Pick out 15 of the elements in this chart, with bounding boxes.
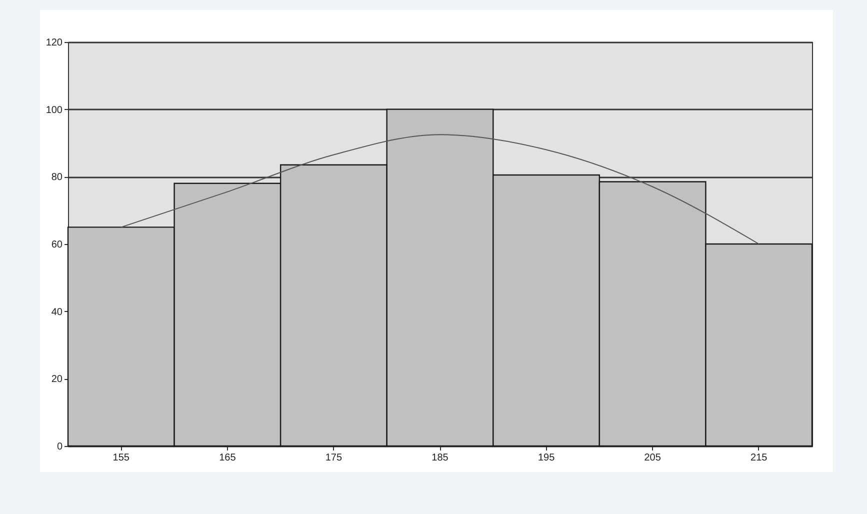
x-tick-label: 215 xyxy=(750,452,768,464)
y-tick-label: 40 xyxy=(51,306,63,318)
y-tick-label: 20 xyxy=(51,374,63,386)
y-tick-label: 0 xyxy=(56,442,63,452)
x-tick-label: 175 xyxy=(325,452,342,464)
x-tick-label: 155 xyxy=(112,452,130,464)
y-tick-label: 100 xyxy=(46,104,63,116)
y-tick-label: 60 xyxy=(51,240,63,250)
x-tick-label: 165 xyxy=(219,452,236,464)
y-tick-label: 120 xyxy=(46,38,63,48)
x-tick-label: 185 xyxy=(432,452,449,464)
y-tick-label: 80 xyxy=(51,172,63,184)
x-tick-label: 205 xyxy=(644,452,662,464)
line-series xyxy=(120,134,760,244)
x-tick-label: 195 xyxy=(538,452,556,464)
